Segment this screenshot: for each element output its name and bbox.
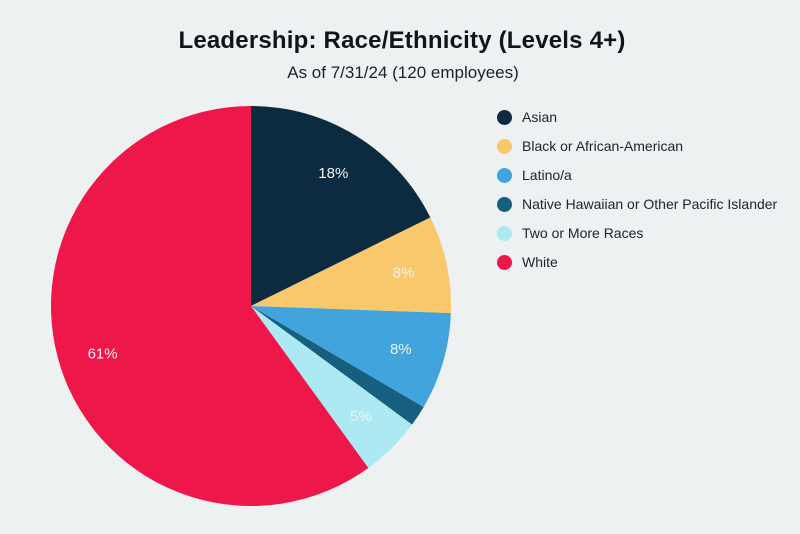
pie-slice-label-asian: 18%	[318, 165, 348, 182]
pie-slice-two-or-more-races[interactable]	[251, 306, 413, 468]
legend-item-white[interactable]: White	[497, 255, 777, 270]
legend-swatch-white	[497, 255, 512, 270]
legend: Asian Black or African-American Latino/a Na…	[497, 110, 777, 284]
pie-slice-native-hawaiian-or-other-pacific-islander[interactable]	[251, 306, 424, 425]
legend-swatch-black-or-african-american	[497, 139, 512, 154]
legend-item-native-hawaiian-or-other-pacific-islander[interactable]: Native Hawaiian or Other Pacific Islande…	[497, 197, 777, 212]
pie-slice-asian[interactable]	[251, 106, 431, 306]
chart-subtitle: As of 7/31/24 (120 employees)	[287, 63, 519, 82]
pie-slice-label-white: 61%	[88, 346, 118, 363]
chart-title: Leadership: Race/Ethnicity (Levels 4+)	[178, 27, 626, 54]
pie-slice-label-two-or-more-races: 5%	[350, 408, 372, 425]
legend-swatch-two-or-more-races	[497, 226, 512, 241]
legend-swatch-latino-a	[497, 168, 512, 183]
legend-swatch-native-hawaiian-or-other-pacific-islander	[497, 197, 512, 212]
pie-slice-latino-a[interactable]	[251, 306, 451, 408]
legend-item-two-or-more-races[interactable]: Two or More Races	[497, 226, 777, 241]
legend-item-asian[interactable]: Asian	[497, 110, 777, 125]
legend-label-native-hawaiian-or-other-pacific-islander: Native Hawaiian or Other Pacific Islande…	[522, 196, 778, 212]
pie-chart: 18% 8% 8% 5% 61%	[51, 106, 451, 506]
legend-swatch-asian	[497, 110, 512, 125]
legend-label-latino-a: Latino/a	[522, 167, 572, 183]
legend-item-black-or-african-american[interactable]: Black or African-American	[497, 139, 777, 154]
pie-slice-white[interactable]	[51, 106, 369, 506]
legend-label-black-or-african-american: Black or African-American	[522, 138, 684, 154]
legend-label-two-or-more-races: Two or More Races	[522, 225, 644, 241]
pie-slice-black-or-african-american[interactable]	[251, 217, 451, 314]
pie-slice-label-black-or-african-american: 8%	[393, 265, 415, 282]
pie-slice-label-latino-a: 8%	[390, 341, 412, 358]
legend-item-latino-a[interactable]: Latino/a	[497, 168, 777, 183]
legend-label-asian: Asian	[522, 109, 558, 125]
legend-label-white: White	[522, 254, 558, 270]
